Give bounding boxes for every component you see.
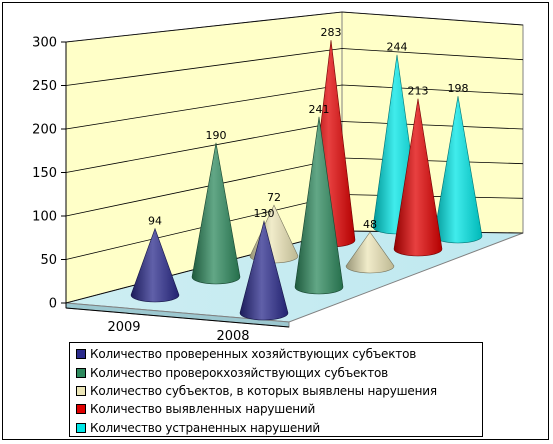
legend-swatch xyxy=(76,404,86,415)
category-axis-line xyxy=(65,307,290,328)
cone-body xyxy=(191,142,241,285)
data-label: 241 xyxy=(309,103,330,116)
legend-label: Количество проверокхозяйствующих субъект… xyxy=(90,365,389,380)
data-label: 190 xyxy=(206,129,227,142)
legend-swatch xyxy=(76,385,86,396)
cone-mark xyxy=(294,116,344,295)
y-tick-label: 100 xyxy=(32,210,57,225)
data-label: 244 xyxy=(387,41,408,54)
gridline xyxy=(65,11,524,43)
cone-mark xyxy=(191,142,241,285)
y-tick-labels: 0 50 100 150 200 250 300 xyxy=(32,36,66,312)
legend-label: Количество проверенных хозяйствующих суб… xyxy=(90,347,417,362)
cone-mark xyxy=(393,98,443,257)
cone-body xyxy=(345,231,395,274)
legend-label: Количество выявленных нарушений xyxy=(90,402,316,417)
data-label: 72 xyxy=(267,191,281,204)
legend-item: Количество субъектов, в которых выявлены… xyxy=(76,382,482,400)
cone-mark xyxy=(345,231,395,274)
data-label: 283 xyxy=(321,26,342,39)
legend-item: Количество проверокхозяйствующих субъект… xyxy=(76,363,482,381)
value-axis xyxy=(65,42,290,328)
data-label: 94 xyxy=(148,215,162,228)
legend: Количество проверенных хозяйствующих суб… xyxy=(69,342,483,437)
cone-body xyxy=(393,98,443,257)
cone-body xyxy=(239,220,289,321)
x-tick-labels: 2009 2008 xyxy=(107,320,249,344)
gridline xyxy=(65,48,524,86)
x-tick-label: 2009 xyxy=(107,320,140,335)
legend-swatch xyxy=(76,422,86,433)
y-tick-label: 50 xyxy=(40,253,57,268)
data-label: 48 xyxy=(363,218,377,231)
legend-label: Количество субъектов, в которых выявлены… xyxy=(90,383,437,398)
cone-series xyxy=(130,40,483,321)
data-label: 198 xyxy=(448,82,469,95)
gridline xyxy=(65,84,524,130)
legend-swatch xyxy=(76,349,86,360)
data-labels: 244 198 283 213 72 48 190 241 94 130 xyxy=(148,26,469,231)
y-tick-label: 300 xyxy=(32,36,57,51)
cone-body xyxy=(130,227,180,303)
cone-mark xyxy=(239,220,289,321)
legend-swatch xyxy=(76,367,86,378)
legend-item: Количество устраненных нарушений xyxy=(76,419,482,437)
y-tick-label: 250 xyxy=(32,79,57,94)
y-tick-label: 150 xyxy=(32,166,57,181)
cone-mark xyxy=(130,227,180,303)
cone-body xyxy=(294,116,344,295)
data-label: 130 xyxy=(254,207,275,220)
y-tick-label: 0 xyxy=(49,297,57,312)
x-tick-label: 2008 xyxy=(216,329,249,344)
data-label: 213 xyxy=(408,85,429,98)
legend-label: Количество устраненных нарушений xyxy=(90,420,320,435)
y-tick-label: 200 xyxy=(32,123,57,138)
legend-item: Количество выявленных нарушений xyxy=(76,400,482,418)
legend-item: Количество проверенных хозяйствующих суб… xyxy=(76,345,482,363)
